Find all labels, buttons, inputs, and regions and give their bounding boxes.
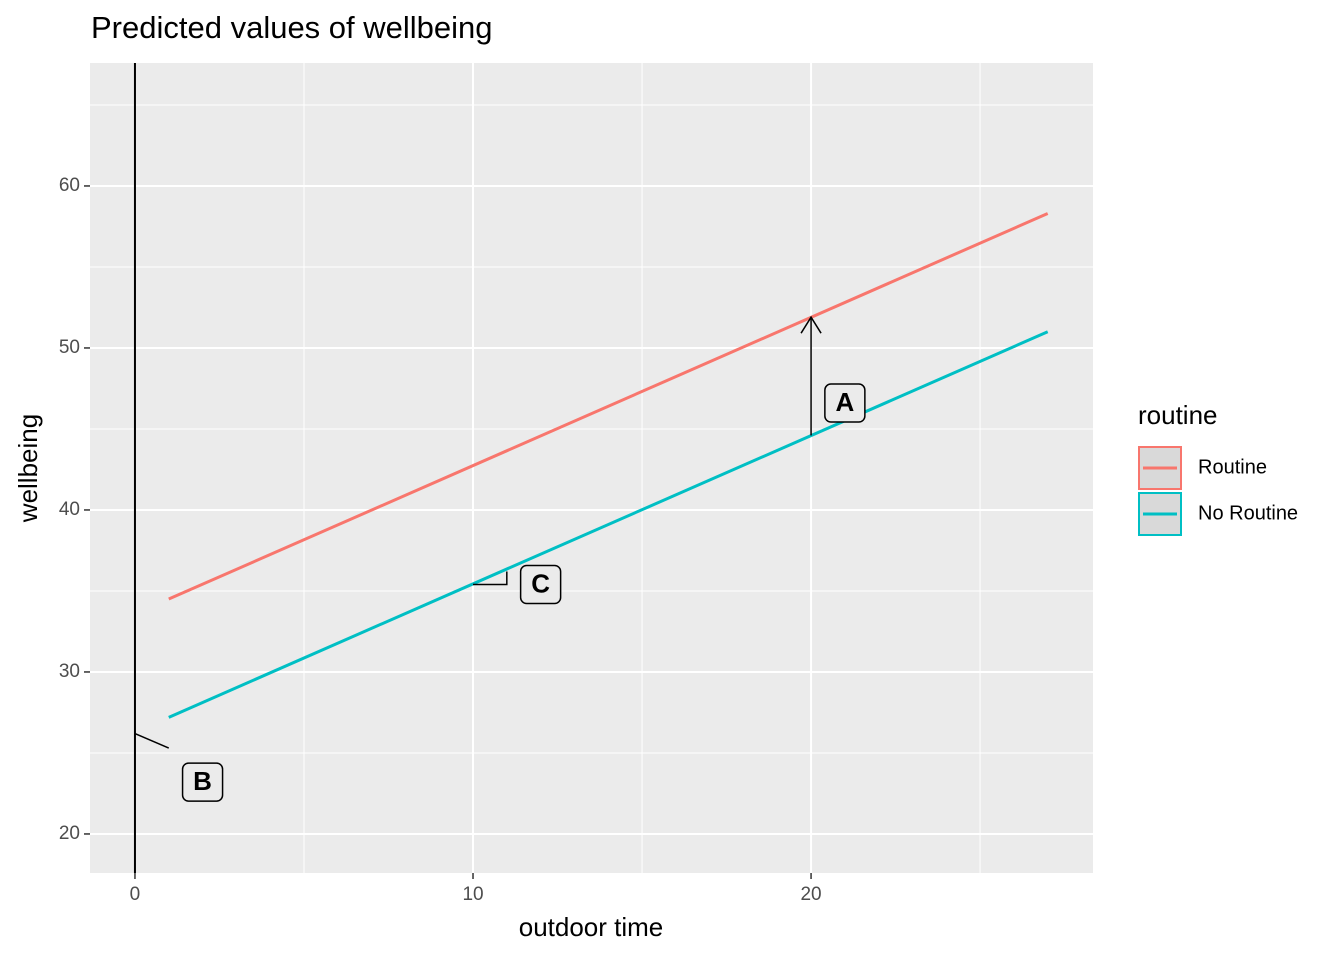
annotation-label: B	[193, 766, 212, 796]
y-tick-label: 40	[59, 499, 80, 520]
x-axis-title: outdoor time	[519, 912, 664, 942]
annotation-box	[824, 383, 866, 423]
annotation-box	[181, 762, 224, 802]
legend-label: No Routine	[1198, 502, 1298, 524]
panel	[90, 63, 1093, 873]
annotation-label: A	[835, 387, 854, 417]
legend-title: routine	[1138, 400, 1218, 430]
annotation-segment	[134, 732, 170, 749]
annotation-label: C	[531, 568, 550, 598]
x-tick-label: 10	[462, 884, 483, 905]
legend-label: Routine	[1198, 456, 1267, 478]
series-line	[168, 330, 1049, 719]
y-tick-label: 30	[59, 661, 80, 682]
x-tick-label: 20	[800, 884, 821, 905]
y-tick-label: 50	[59, 337, 80, 358]
annotation-segment	[473, 571, 508, 586]
y-tick-label: 20	[59, 823, 80, 844]
series-line	[168, 212, 1049, 601]
y-tick-label: 60	[59, 175, 80, 196]
arrow-head	[800, 315, 822, 334]
chart-title: Predicted values of wellbeing	[91, 10, 493, 45]
annotation-box	[519, 564, 562, 605]
x-tick-label: 0	[130, 884, 141, 905]
y-axis-title: wellbeing	[13, 414, 43, 523]
